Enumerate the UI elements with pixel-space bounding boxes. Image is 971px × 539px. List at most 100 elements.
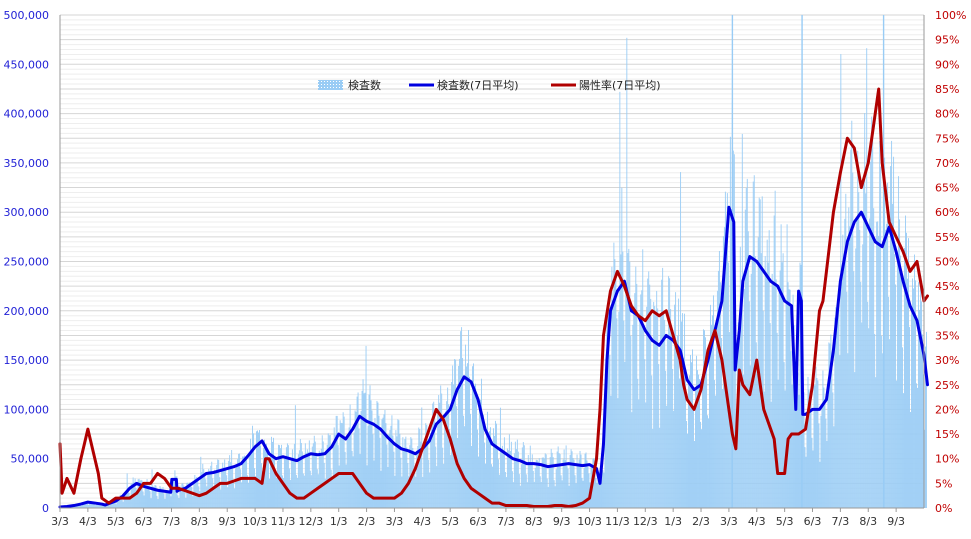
test-bar — [100, 504, 102, 508]
test-bar — [487, 411, 488, 508]
test-bar — [255, 476, 256, 508]
test-bar — [816, 378, 818, 508]
test-bar — [476, 396, 477, 508]
test-bar — [496, 447, 498, 508]
test-bar — [166, 490, 168, 508]
test-bar — [118, 498, 120, 508]
test-bar — [744, 209, 746, 509]
test-bar — [228, 460, 230, 508]
test-bar — [558, 453, 560, 508]
test-bar — [482, 413, 483, 508]
test-bar — [620, 254, 622, 508]
test-bar — [444, 422, 446, 508]
test-bar — [584, 453, 586, 508]
test-bar — [146, 479, 148, 508]
x-tick-label: 10/3 — [243, 515, 268, 528]
test-bar — [172, 480, 174, 508]
test-bar — [858, 192, 860, 508]
test-bar — [824, 401, 826, 508]
test-bar — [888, 296, 890, 508]
test-bar — [232, 466, 234, 508]
test-bar — [145, 485, 147, 508]
test-bar — [108, 505, 110, 508]
test-bar — [671, 333, 673, 508]
test-bar — [505, 477, 507, 508]
test-bar — [313, 435, 315, 508]
test-bar — [769, 323, 771, 508]
test-bar — [474, 385, 475, 508]
test-bar — [516, 439, 518, 508]
test-bar — [293, 443, 295, 508]
right-tick-label: 40% — [935, 305, 959, 318]
test-bar — [691, 362, 692, 508]
test-bar — [545, 454, 547, 508]
test-bar — [637, 378, 639, 508]
test-bar — [215, 472, 217, 508]
test-bar — [153, 486, 155, 508]
test-bar — [806, 422, 808, 508]
test-bar — [715, 334, 717, 508]
test-bar — [719, 282, 721, 508]
test-bar — [758, 197, 760, 508]
test-bar — [428, 459, 430, 508]
test-bar — [539, 476, 541, 508]
test-bar — [284, 458, 286, 508]
test-bar — [856, 218, 858, 508]
test-bar — [913, 288, 914, 508]
right-tick-label: 25% — [935, 379, 959, 392]
test-bar — [473, 363, 474, 508]
test-bar — [882, 15, 885, 508]
test-bar — [341, 423, 343, 508]
test-bar — [700, 421, 701, 508]
test-bar — [161, 490, 163, 508]
test-bar — [556, 451, 558, 508]
test-bar — [864, 113, 866, 509]
test-bar — [646, 306, 648, 508]
test-bar — [106, 504, 108, 508]
test-bar — [445, 411, 447, 508]
test-bar — [614, 259, 616, 508]
test-bar — [865, 193, 867, 508]
test-bar — [787, 282, 789, 508]
test-bar — [345, 464, 347, 508]
test-bar — [437, 412, 439, 508]
test-bar — [447, 387, 449, 508]
test-bar — [93, 503, 95, 508]
test-bar — [448, 404, 450, 508]
test-bar — [665, 370, 667, 508]
test-bar — [892, 203, 894, 508]
test-bar — [498, 474, 500, 508]
test-bar — [860, 281, 862, 508]
test-bar — [335, 415, 337, 508]
test-bar — [156, 495, 158, 508]
test-bar — [360, 411, 362, 508]
test-bar — [384, 410, 386, 508]
test-bar — [385, 423, 387, 508]
test-bar — [273, 437, 274, 508]
test-bar — [110, 502, 112, 508]
test-bar — [220, 489, 222, 508]
right-tick-label: 70% — [935, 157, 959, 170]
test-bar — [180, 489, 182, 508]
test-bar — [629, 261, 631, 508]
test-bar — [862, 244, 864, 508]
test-bar — [472, 366, 473, 508]
test-bar — [506, 448, 508, 508]
test-bar — [707, 415, 708, 508]
test-bar — [404, 438, 406, 508]
test-bar — [765, 276, 767, 508]
test-bar — [303, 475, 305, 508]
test-bar — [532, 470, 534, 508]
test-bar — [481, 378, 482, 508]
test-bar — [859, 229, 861, 508]
test-bar — [171, 493, 173, 508]
test-bar — [663, 311, 665, 508]
test-bar — [158, 490, 160, 508]
test-bar — [746, 178, 748, 508]
test-bar — [530, 462, 532, 508]
test-bar — [703, 329, 704, 508]
test-bar — [361, 390, 363, 508]
test-bar — [523, 445, 525, 508]
test-bar — [538, 458, 540, 508]
